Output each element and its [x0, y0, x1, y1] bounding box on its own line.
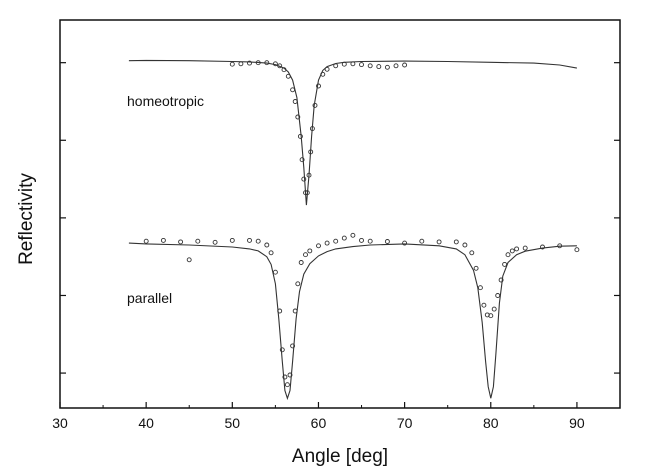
series-2-point [522, 245, 528, 251]
series-2-point [350, 232, 356, 238]
series-0-point [290, 87, 296, 93]
series-0-point [316, 83, 321, 89]
series-2-point [272, 269, 278, 275]
series-0-point [238, 61, 244, 67]
series-2-point [247, 237, 252, 243]
annotation-homeotropic: homeotropic [127, 93, 204, 109]
series-2-point [540, 244, 545, 250]
series-2-point [303, 252, 308, 258]
series-2-point [316, 243, 321, 249]
series-2-point [436, 239, 442, 245]
series-2-point [462, 242, 468, 248]
y-axis-label: Reflectivity [16, 173, 37, 265]
series-0-point [402, 62, 408, 68]
series-2-point [341, 235, 347, 241]
x-tick-label: 80 [483, 415, 499, 431]
series-2-point [359, 237, 364, 243]
series-2-point [195, 238, 201, 244]
series-0-point [229, 61, 235, 67]
series-2-point [505, 252, 511, 258]
x-axis-ticks: 30 40 50 60 70 80 90 [52, 402, 585, 431]
series-3-line [128, 242, 577, 401]
plot-frame [59, 19, 621, 409]
series-0-point [247, 60, 252, 66]
series-2-point [333, 238, 339, 244]
series-0-point [292, 99, 298, 104]
series-0-point [393, 63, 399, 69]
series-2-point [469, 250, 475, 256]
series-0-point [295, 114, 301, 120]
series-0-point [384, 64, 390, 70]
series-2-point [491, 306, 497, 312]
series-0-point [359, 62, 364, 68]
series-2-point [509, 248, 515, 254]
x-tick-label: 90 [569, 415, 585, 431]
series-layer [128, 59, 580, 401]
series-2-point [212, 239, 218, 245]
series-2-point [495, 293, 501, 298]
series-2-point [279, 347, 285, 353]
series-1-line [128, 59, 577, 206]
series-2-point [324, 240, 330, 246]
series-2-point [473, 265, 479, 271]
series-2-point [384, 239, 390, 244]
series-2-point [295, 281, 301, 287]
series-2-point [502, 261, 508, 267]
x-tick-label: 30 [52, 415, 68, 431]
series-2-point [488, 313, 494, 319]
x-axis-label: Angle [deg] [292, 446, 388, 467]
series-2-point [574, 247, 580, 253]
series-2-point [419, 238, 425, 244]
series-2-point [298, 260, 304, 265]
series-2-point [307, 248, 313, 254]
series-0-point [376, 64, 382, 70]
series-2-point [160, 237, 166, 243]
series-2-point [477, 285, 483, 291]
y-axis-ticks [60, 62, 620, 374]
series-0-point [297, 133, 303, 139]
series-2-point [514, 246, 520, 252]
x-tick-label: 70 [397, 415, 413, 431]
series-2-point [282, 374, 288, 380]
series-2-point [264, 242, 270, 248]
series-2-point [287, 372, 293, 378]
x-tick-label: 50 [225, 415, 241, 431]
annotation-parallel: parallel [127, 290, 172, 306]
series-2-point [178, 239, 184, 245]
x-tick-label: 40 [138, 415, 154, 431]
series-2-point [367, 238, 373, 244]
series-2-point [255, 238, 261, 244]
series-2-point [481, 302, 487, 308]
series-2-point [402, 240, 408, 246]
series-2-point [453, 239, 459, 245]
series-2-point [229, 237, 235, 243]
series-0-point [367, 63, 373, 69]
series-2-point [186, 257, 192, 263]
series-0-point [299, 157, 305, 163]
series-2-point [290, 343, 296, 349]
series-2-point [268, 250, 274, 256]
series-2-point [143, 238, 149, 244]
series-2-point [284, 382, 290, 388]
series-0-point [301, 176, 307, 182]
x-tick-label: 60 [311, 415, 327, 431]
series-2-point [498, 277, 504, 283]
